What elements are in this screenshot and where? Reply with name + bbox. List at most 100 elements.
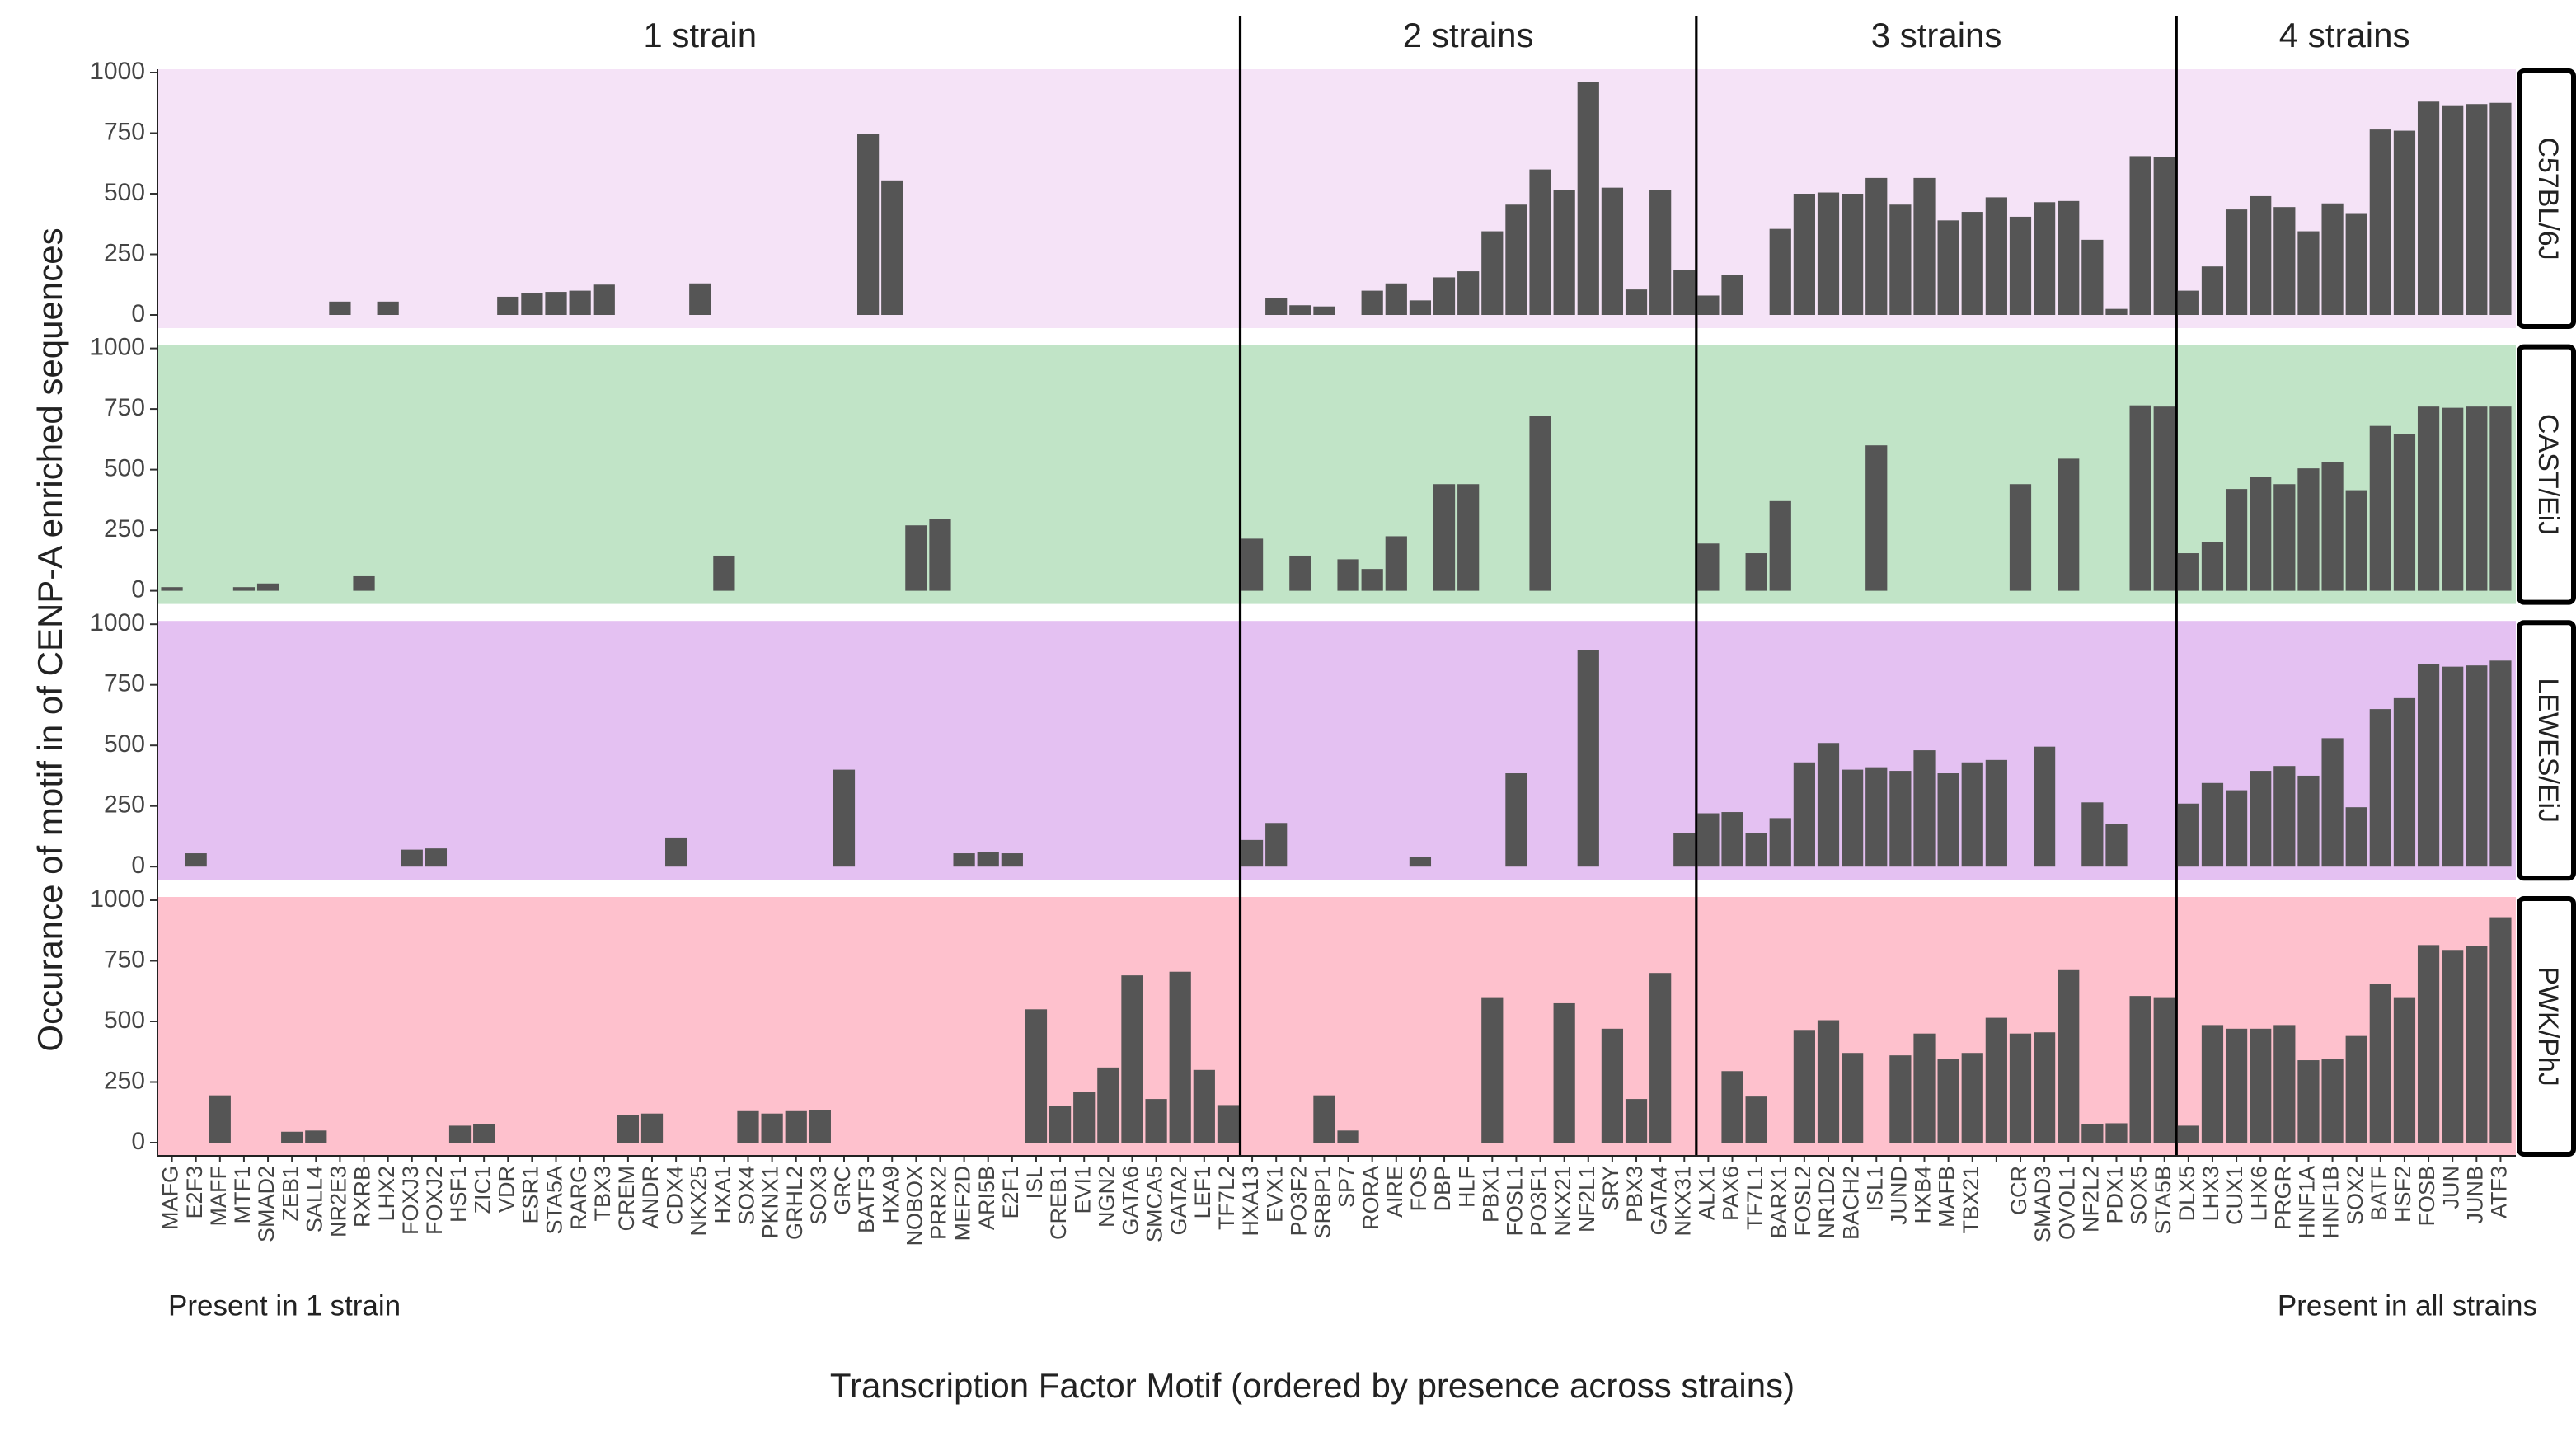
x-tick-label: MAFF	[206, 1166, 231, 1227]
bar	[1625, 1099, 1648, 1143]
bar	[2466, 946, 2488, 1143]
x-tick-label: BATF3	[854, 1166, 879, 1233]
bar	[1985, 1017, 2007, 1143]
x-tick-label: BATF	[2367, 1166, 2391, 1221]
bar	[2466, 665, 2488, 867]
x-tick-label: HLF	[1454, 1166, 1479, 1208]
bar	[1121, 975, 1143, 1143]
bar	[617, 1115, 639, 1143]
x-tick-label: HXB4	[1911, 1166, 1936, 1224]
bar	[1721, 1071, 1743, 1143]
bar	[1601, 1028, 1624, 1143]
x-tick-label: E2F1	[998, 1166, 1023, 1219]
bar	[2250, 195, 2272, 315]
x-tick-label: TBX3	[590, 1166, 615, 1222]
y-tick-label: 500	[104, 455, 145, 482]
bar	[2417, 945, 2440, 1143]
bar	[2009, 1033, 2032, 1143]
x-tick-label: PKNX1	[758, 1166, 783, 1239]
bar	[977, 852, 999, 867]
x-tick-label: SP7	[1335, 1166, 1359, 1208]
bar	[2273, 1025, 2296, 1143]
x-tick-label: SMAD3	[2030, 1166, 2055, 1242]
strip	[2517, 620, 2576, 881]
x-tick-label: SOX4	[734, 1166, 759, 1225]
x-tick-label: RARG	[566, 1166, 591, 1230]
x-tick-label: NR1D2	[1814, 1166, 1839, 1239]
x-tick-label: EVX1	[1262, 1166, 1287, 1223]
bar	[713, 555, 735, 591]
bar	[1889, 204, 1912, 315]
x-tick-label: ISL	[1022, 1166, 1047, 1200]
bar	[1961, 212, 1983, 315]
x-tick-label: AIRE	[1382, 1166, 1407, 1218]
x-tick-label: ZEB1	[278, 1166, 303, 1222]
x-tick-label: LHX3	[2198, 1166, 2223, 1222]
x-tick-label: SMAD2	[254, 1166, 279, 1242]
strip	[2517, 68, 2576, 329]
bar	[2153, 157, 2175, 315]
x-tick-label: SMCA5	[1143, 1166, 1167, 1242]
bar	[1793, 194, 1815, 315]
x-tick-label: GRC	[830, 1166, 855, 1215]
bar	[1817, 192, 1840, 315]
bar	[1289, 555, 1311, 591]
x-tick-label: JUNB	[2462, 1166, 2487, 1224]
bar	[545, 292, 567, 315]
x-tick-label: DLX5	[2175, 1166, 2199, 1222]
x-tick-label: HSF1	[446, 1166, 471, 1223]
y-tick-label: 750	[104, 118, 145, 145]
x-tick-label: ZIC1	[470, 1166, 495, 1214]
bar	[1769, 818, 1791, 867]
bar	[1961, 762, 1983, 867]
bar	[353, 575, 375, 591]
panel-background	[157, 69, 2516, 328]
bar	[1721, 275, 1743, 315]
bar	[1241, 538, 1264, 591]
bar	[1721, 812, 1743, 867]
bar	[2393, 997, 2416, 1143]
bar	[521, 293, 543, 315]
bar	[1529, 416, 1551, 591]
bar	[1481, 997, 1504, 1143]
bar	[761, 1113, 783, 1143]
x-tick-label: TBX21	[1959, 1166, 1983, 1234]
bar	[1961, 1053, 1983, 1143]
bar	[929, 519, 951, 591]
bar	[2297, 775, 2320, 867]
bar	[2417, 664, 2440, 867]
x-tick-label: JUND	[1887, 1166, 1912, 1225]
x-tick-label: SRBP1	[1311, 1166, 1335, 1239]
bar	[1361, 290, 1383, 315]
bar	[2417, 406, 2440, 591]
x-tick-label: FOXJ2	[422, 1166, 447, 1235]
annotation: Present in all strains	[2278, 1289, 2537, 1322]
x-tick-label: BACH2	[1838, 1166, 1863, 1240]
x-tick-label: DBP	[1430, 1166, 1455, 1212]
x-tick-label: NKX31	[1670, 1166, 1695, 1237]
strip-label: CAST/EiJ	[2532, 414, 2564, 535]
bar	[2345, 807, 2367, 867]
x-tick-label: ANDR	[638, 1166, 663, 1229]
bar	[1025, 1009, 1048, 1143]
bar	[1769, 500, 1791, 591]
bar	[401, 849, 423, 867]
x-tick-label: ARI5B	[974, 1166, 999, 1230]
x-tick-label: ALX1	[1695, 1166, 1720, 1220]
bar	[2489, 102, 2512, 315]
bar	[2297, 231, 2320, 315]
bar	[2081, 802, 2104, 867]
bar	[2034, 202, 2056, 315]
bar	[2297, 1060, 2320, 1143]
bar	[2466, 104, 2488, 315]
bar	[1433, 277, 1456, 315]
bar	[1745, 833, 1767, 867]
bar	[689, 283, 711, 315]
bar	[1457, 271, 1480, 315]
bar	[329, 301, 351, 315]
bar	[256, 583, 279, 591]
bar	[1457, 484, 1480, 591]
y-axis-title: Occurance of motif in of CENP-A enriched…	[30, 228, 69, 1051]
bar	[1745, 1096, 1767, 1143]
y-tick-label: 0	[131, 1128, 145, 1155]
